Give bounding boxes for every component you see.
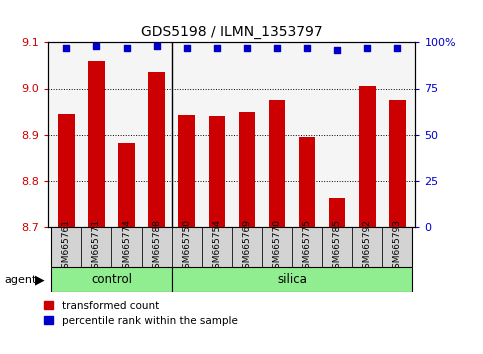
Title: GDS5198 / ILMN_1353797: GDS5198 / ILMN_1353797 [141,25,323,39]
Bar [171,227,202,267]
Text: GSM665761: GSM665761 [62,219,71,274]
Text: GSM665769: GSM665769 [242,219,251,274]
Bar [51,267,171,292]
Point [243,45,251,51]
Text: GSM665770: GSM665770 [272,219,282,274]
Text: GSM665754: GSM665754 [213,219,221,274]
Text: GSM665775: GSM665775 [302,219,312,274]
Legend: transformed count, percentile rank within the sample: transformed count, percentile rank withi… [44,301,238,326]
Bar [232,227,262,267]
Bar [292,227,322,267]
Point [123,45,130,51]
Point [183,45,191,51]
Bar [329,198,345,227]
Text: control: control [91,273,132,286]
Text: GSM665774: GSM665774 [122,219,131,274]
Text: GSM665750: GSM665750 [182,219,191,274]
Point [273,45,281,51]
Text: GSM665793: GSM665793 [393,219,402,274]
Bar [112,227,142,267]
Point [153,43,160,49]
Point [363,45,371,51]
Bar [239,112,255,227]
Bar [171,267,412,292]
Point [303,45,311,51]
Bar [88,61,105,227]
Bar [148,72,165,227]
Bar [142,227,171,267]
Bar [118,143,135,227]
Bar [51,227,82,267]
Point [394,45,401,51]
Text: silica: silica [277,273,307,286]
Bar [178,115,195,227]
Text: agent: agent [5,275,37,285]
Bar [262,227,292,267]
Bar [352,227,382,267]
Text: GSM665788: GSM665788 [152,219,161,274]
Point [213,45,221,51]
Text: ▶: ▶ [35,273,45,286]
Bar [82,227,112,267]
Text: GSM665792: GSM665792 [363,219,372,274]
Bar [322,227,352,267]
Text: GSM665771: GSM665771 [92,219,101,274]
Point [333,47,341,53]
Bar [382,227,412,267]
Bar [202,227,232,267]
Bar [389,99,406,227]
Point [93,43,100,49]
Bar [299,137,315,227]
Bar [58,114,75,227]
Bar [209,116,225,227]
Bar [269,100,285,227]
Text: GSM665785: GSM665785 [333,219,341,274]
Point [62,45,70,51]
Bar [359,86,375,227]
